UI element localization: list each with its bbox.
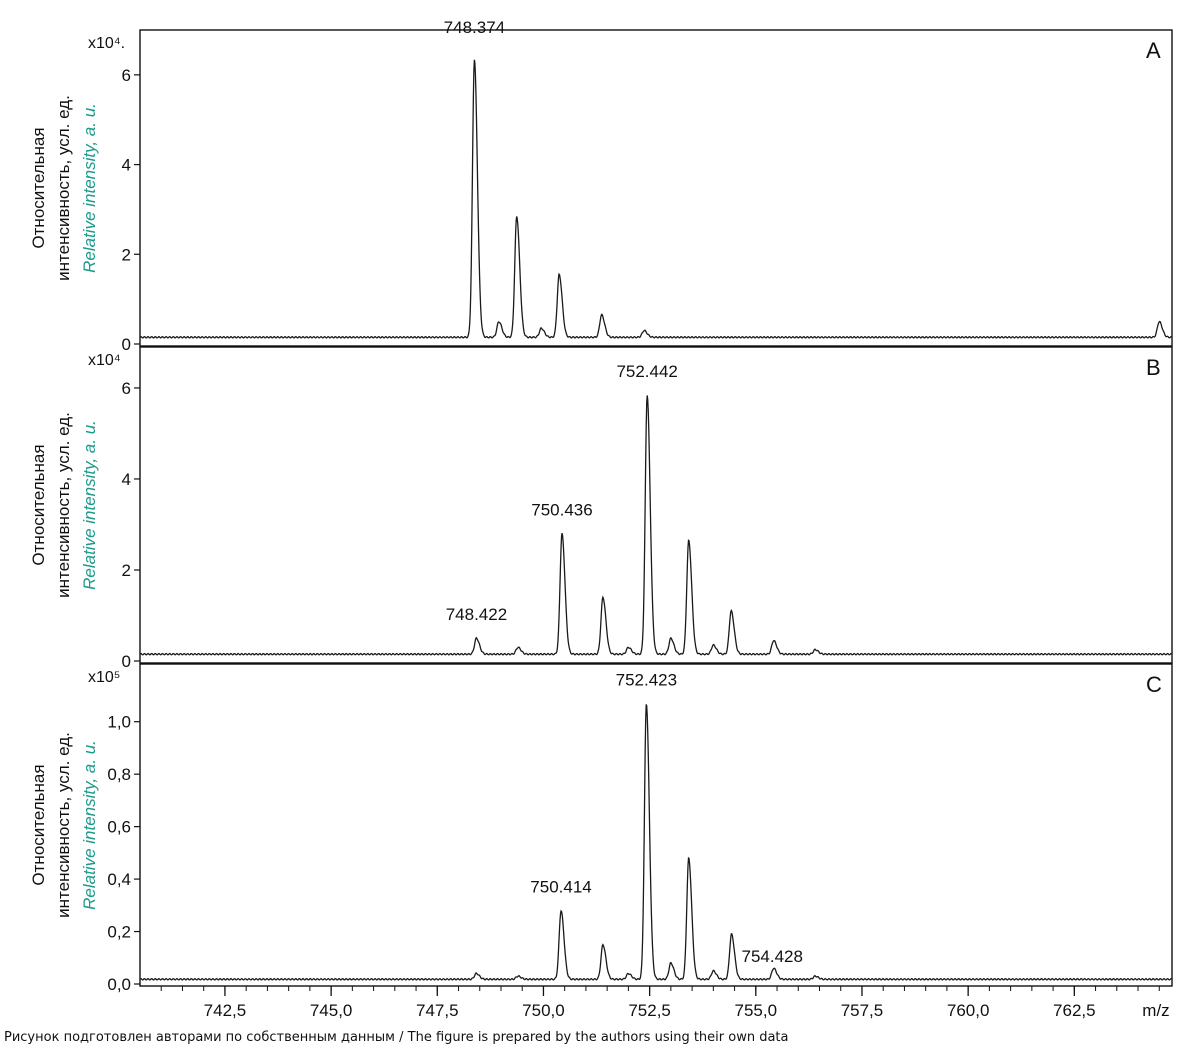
y-axis-label-ru-2: интенсивность, усл. ед.: [54, 95, 73, 281]
panel-label: B: [1146, 355, 1161, 380]
y-tick-label: 0,6: [107, 818, 131, 837]
panel-A: 0 2 4 6 x10⁴. A Относительная интенсивность, ус…: [29, 18, 1173, 354]
panel-label: C: [1146, 672, 1162, 697]
y-axis-label-ru-1: Относительная: [29, 764, 48, 885]
y-tick-label: 1,0: [107, 713, 131, 732]
y-tick-label: 0: [122, 335, 131, 354]
x-tick-label: 750,0: [522, 1001, 565, 1020]
spectrum-line: [139, 704, 1173, 981]
figure-caption: Рисунок подготовлен авторами по собствен…: [4, 1030, 789, 1045]
peak-label: 752.423: [616, 670, 677, 689]
peak-label: 748.422: [446, 605, 507, 624]
x-tick-label: 757,5: [841, 1001, 884, 1020]
y-multiplier: x10⁴: [88, 352, 121, 369]
y-axis-label-ru-2: интенсивность, усл. ед.: [54, 412, 73, 598]
y-axis-label-ru-1: Относительная: [29, 444, 48, 565]
x-tick-label: 755,0: [735, 1001, 778, 1020]
y-multiplier: x10⁵: [88, 669, 120, 686]
y-axis-label-ru-2: интенсивность, усл. ед.: [54, 732, 73, 918]
peak-label: 752.442: [616, 362, 677, 381]
plot-frame: [139, 346, 1173, 664]
y-tick-label: 0: [122, 652, 131, 671]
panel-C: 0,0 0,2 0,4 0,6 0,8 1,0 x10⁵ C Относительная инте…: [29, 663, 1173, 994]
x-axis-label: m/z: [1142, 1001, 1169, 1020]
x-tick-label: 742,5: [204, 1001, 247, 1020]
y-tick-label: 0,8: [107, 765, 131, 784]
spectrum-line: [139, 59, 1173, 339]
peak-label: 750.414: [530, 878, 591, 897]
y-tick-label: 2: [122, 561, 131, 580]
x-tick-label: 747,5: [416, 1001, 459, 1020]
y-axis-label-en: Relative intensity, a. u.: [80, 740, 99, 910]
y-axis-label-ru-1: Относительная: [29, 127, 48, 248]
x-tick-label: 762,5: [1053, 1001, 1096, 1020]
y-tick-label: 4: [122, 156, 131, 175]
y-tick-label: 0,0: [107, 975, 131, 994]
y-tick-label: 4: [122, 470, 131, 489]
y-tick-label: 0,2: [107, 923, 131, 942]
spectrum-line: [139, 395, 1173, 656]
plot-frame: [139, 29, 1173, 347]
x-axis: 742,5 745,0 747,5 750,0 752,5 755,0 757,5 760,0…: [160, 986, 1170, 1020]
peak-label: 748.374: [444, 18, 505, 37]
y-axis-label-en: Relative intensity, a. u.: [80, 103, 99, 273]
y-tick-label: 6: [122, 66, 131, 85]
plot-frame: [139, 663, 1173, 987]
x-tick-label: 752,5: [628, 1001, 671, 1020]
peak-label: 754.428: [742, 947, 803, 966]
y-axis-label-en: Relative intensity, a. u.: [80, 420, 99, 590]
x-tick-label: 745,0: [310, 1001, 353, 1020]
peak-label: 750.436: [531, 501, 592, 520]
x-tick-label: 760,0: [947, 1001, 990, 1020]
y-tick-label: 2: [122, 245, 131, 264]
y-tick-label: 6: [122, 379, 131, 398]
panel-label: A: [1146, 38, 1161, 63]
y-tick-label: 0,4: [107, 870, 131, 889]
y-multiplier: x10⁴.: [88, 35, 125, 52]
